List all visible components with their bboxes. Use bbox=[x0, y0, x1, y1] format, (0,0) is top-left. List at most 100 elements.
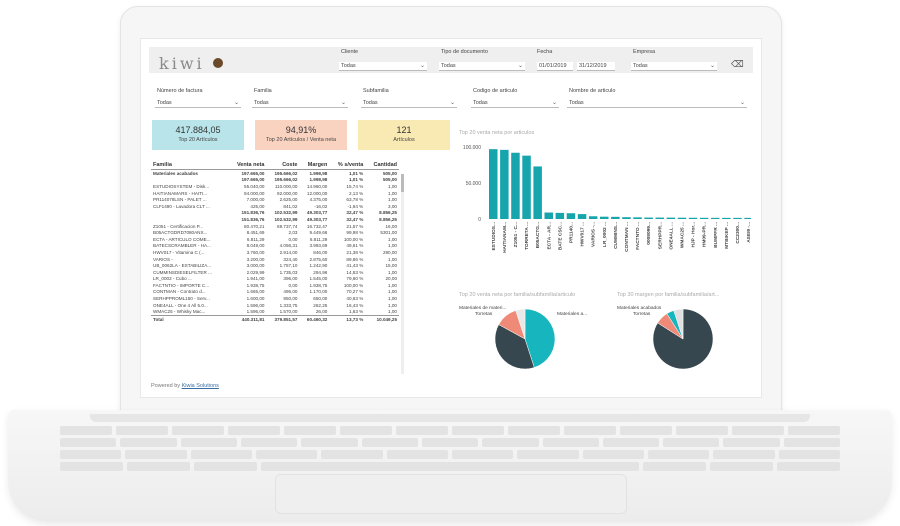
bar bbox=[533, 166, 542, 219]
laptop-hinge bbox=[90, 414, 810, 422]
table-row[interactable]: Z1051 - Certificacion P... 80.470,21 69.73… bbox=[151, 223, 399, 230]
filter-nombre-dropdown[interactable]: Todas ⌄ bbox=[567, 99, 747, 108]
table-row[interactable]: ONE4ALL - One 4 All 5.0... 1.596,00 1.333,… bbox=[151, 302, 399, 309]
table-row[interactable]: WMAC25 - Whisky Mac... 1.596,00 1.570,00 26… bbox=[151, 308, 399, 315]
table-row[interactable]: SERHPPROML150 - Serv... 1.600,00 950,00 650… bbox=[151, 295, 399, 302]
table-cell: 1,00 bbox=[388, 309, 397, 315]
table-row[interactable]: CONTMAN - Contrato d... 1.665,00 495,00 1.1… bbox=[151, 289, 399, 296]
filter-subfamilia-label: Subfamilia bbox=[363, 88, 389, 94]
bar-chart-title: Top 20 venta neta por articulos bbox=[459, 130, 535, 136]
kpi-top20-value: 417.884,05 bbox=[175, 125, 221, 135]
table-cell: 425,00 bbox=[250, 203, 265, 209]
filter-familia-dropdown[interactable]: Todas ⌄ bbox=[252, 99, 348, 108]
filter-factura-value: Todas bbox=[157, 100, 172, 106]
table-cell: 99,98 % bbox=[346, 230, 364, 236]
chevron-down-icon: ⌄ bbox=[551, 100, 557, 106]
table-row[interactable]: LR_0002 - Cubo ... 1.941,00 396,00 1.545,00… bbox=[151, 276, 399, 283]
filter-cliente-dropdown[interactable]: Todas ⌄ bbox=[339, 62, 427, 71]
column-header[interactable]: Coste bbox=[266, 161, 300, 170]
table-cell bbox=[151, 210, 228, 217]
column-header[interactable]: Margen bbox=[299, 161, 330, 170]
table-cell: 197.665,00 bbox=[241, 170, 265, 176]
table-cell: 197.665,00 bbox=[241, 177, 265, 183]
filter-subfamilia-dropdown[interactable]: Todas ⌄ bbox=[361, 99, 457, 108]
table-cell: 92.000,00 bbox=[277, 190, 298, 196]
table-row[interactable]: CUMMINSDIESELFILTER ... 2.029,99 1.735,03 2… bbox=[151, 269, 399, 276]
column-header[interactable]: % s/venta bbox=[329, 161, 366, 170]
table-cell: CUMMINSDIESELFILTER ... bbox=[153, 269, 212, 275]
table-cell: 6.811,29 bbox=[246, 236, 265, 242]
table-cell: 324,40 bbox=[283, 256, 298, 262]
table-cell: 1.998,98 bbox=[309, 170, 328, 176]
filter-tipo-label: Tipo de documento bbox=[441, 49, 488, 55]
table-cell: ESTUDIOSYSTEM - Disk... bbox=[153, 183, 210, 189]
pie1-label-0: Materiales de materi... bbox=[459, 306, 507, 311]
bar bbox=[666, 217, 676, 219]
table-row[interactable]: CLF1490 - Lavadora CLT ... 425,00 841,02 -1… bbox=[151, 203, 399, 210]
table-cell: 20,00 bbox=[385, 276, 398, 282]
column-header[interactable]: Familia bbox=[151, 161, 228, 170]
filter-codigo-dropdown[interactable]: Todas ⌄ bbox=[471, 99, 559, 108]
table-cell: 505,00 bbox=[382, 177, 397, 183]
bar bbox=[588, 216, 598, 219]
table-cell: 2,03 bbox=[288, 230, 298, 236]
scrollbar-thumb[interactable] bbox=[401, 174, 404, 192]
table-cell: 1,00 bbox=[388, 183, 397, 189]
bar bbox=[655, 217, 664, 219]
table-row[interactable]: FACTNTIO - IMPORTE C... 1.938,75 0,00 1.938… bbox=[151, 282, 399, 289]
column-header[interactable]: Cantidad bbox=[365, 161, 399, 170]
table-cell: SERHPPROML150 - Serv... bbox=[153, 296, 210, 302]
bar bbox=[633, 217, 642, 219]
kiwi-fruit-icon bbox=[213, 58, 223, 68]
table-cell: 94.000,00 bbox=[244, 190, 265, 196]
kpi-ratio-card: 94,91% Top 20 Artículos / Venta neta bbox=[255, 120, 347, 150]
table-row[interactable]: ECTA - ARTICULO COME... 6.811,29 0,00 6.811… bbox=[151, 236, 399, 243]
table-cell: 89,86 % bbox=[346, 256, 364, 262]
table-cell: -16,02 bbox=[314, 203, 328, 209]
x-tick-label: FACTNTO ... bbox=[635, 222, 641, 250]
table-row[interactable]: VARIOS - 3.200,00 324,40 2.875,60 89,86 % 1,0… bbox=[151, 256, 399, 263]
table-scrollbar[interactable] bbox=[401, 174, 404, 374]
table-cell: 14,53 % bbox=[346, 269, 364, 275]
table-cell: 2.875,60 bbox=[309, 256, 328, 262]
filter-tipo-dropdown[interactable]: Todas ⌄ bbox=[439, 62, 525, 71]
table-row[interactable]: 151.836,76 102.532,99 49.303,77 32,47 % 8.85… bbox=[151, 216, 399, 223]
pie-slice bbox=[524, 308, 556, 368]
table-row[interactable]: 151.836,76 102.532,99 49.303,77 32,47 % 8.85… bbox=[151, 210, 399, 217]
table-cell: 195.666,02 bbox=[274, 170, 298, 176]
table-cell: VARIOS - bbox=[153, 256, 173, 262]
x-tick-label: ESTUDIOS... bbox=[491, 222, 497, 251]
filter-factura-dropdown[interactable]: Todas ⌄ bbox=[155, 99, 241, 108]
bar bbox=[577, 214, 587, 219]
bar bbox=[522, 155, 531, 219]
x-tick-label: TORRETA ... bbox=[524, 222, 530, 250]
table-cell: 6.811,29 bbox=[309, 236, 328, 242]
table-row[interactable]: UB_0062LA - ESTABILIZA... 3.000,00 1.757,1… bbox=[151, 262, 399, 269]
table-cell: 1.545,00 bbox=[309, 276, 328, 282]
table-cell: 1,01 % bbox=[348, 170, 364, 176]
table-row[interactable]: HWV017 - Vitamina C (... 3.760,00 2.914,00… bbox=[151, 249, 399, 256]
table-row[interactable]: Materiales acabados 197.665,00 195.666,02 1… bbox=[151, 170, 399, 177]
table-row[interactable]: ESTUDIOSYSTEM - Disk... 55.040,00 110.000,… bbox=[151, 183, 399, 190]
table-cell: 2,13 % bbox=[348, 190, 364, 196]
footer-link[interactable]: Kiwia Solutions bbox=[181, 383, 219, 389]
table-row[interactable]: HAITIANAMARS - HAITI... 94.000,00 92.000,0… bbox=[151, 190, 399, 197]
eraser-icon[interactable]: ⌫ bbox=[731, 59, 744, 69]
pie-chart-familia bbox=[494, 308, 556, 370]
table-cell: 8.049,00 bbox=[246, 243, 265, 249]
table-cell: LR_0002 - Cubo ... bbox=[153, 276, 192, 282]
date-from-input[interactable]: 01/01/2019 bbox=[537, 62, 573, 71]
x-tick-label: HJP - Hor... bbox=[691, 222, 697, 248]
table-cell: 9.449,66 bbox=[309, 230, 328, 236]
table-cell: 1.938,75 bbox=[246, 282, 265, 288]
table-row[interactable]: 197.665,00 195.666,02 1.998,98 1,01 % 505,00 bbox=[151, 177, 399, 184]
table-row[interactable]: BATECSCRAMBLER - HA... 8.049,00 4.056,31 3.… bbox=[151, 243, 399, 250]
table-cell: 32,47 % bbox=[346, 210, 364, 216]
date-to-input[interactable]: 31/12/2019 bbox=[577, 62, 615, 71]
column-header[interactable]: Venta neta bbox=[227, 161, 267, 170]
filter-fecha-label: Fecha bbox=[537, 49, 553, 55]
table-row[interactable]: PR114078LSN - PALET ... 7.000,00 2.625,00 4… bbox=[151, 196, 399, 203]
table-cell: 80.470,21 bbox=[244, 223, 265, 229]
table-row[interactable]: B05ACTGDRD7080ANX... 8.451,69 2,03 9.449,66… bbox=[151, 229, 399, 236]
filter-empresa-dropdown[interactable]: Todas ⌄ bbox=[631, 62, 717, 71]
